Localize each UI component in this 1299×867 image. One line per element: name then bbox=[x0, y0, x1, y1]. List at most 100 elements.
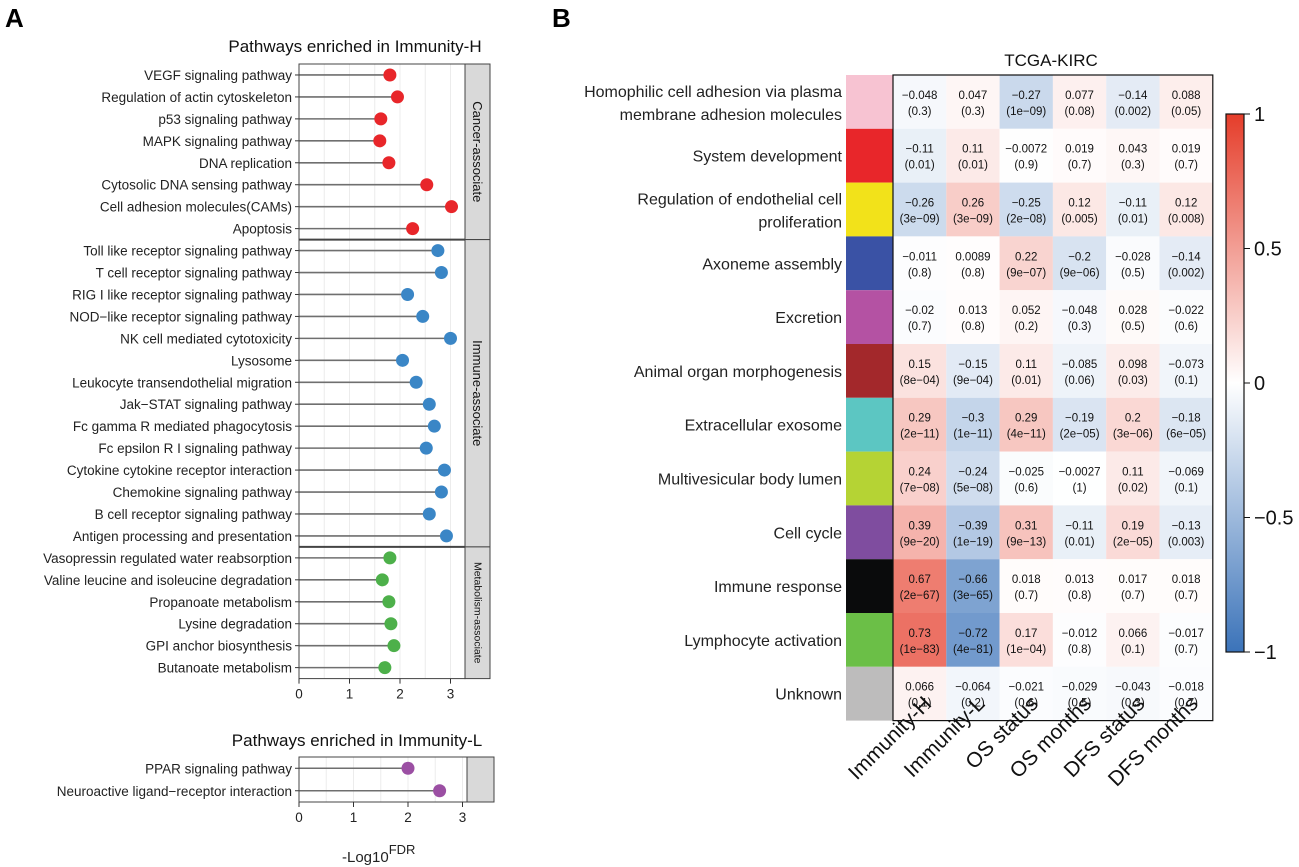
heatmap-cell bbox=[999, 236, 1053, 291]
heatmap-cell bbox=[1159, 666, 1213, 721]
cell-pvalue: (0.5) bbox=[1121, 267, 1145, 279]
lollipop-dot-vegf-signaling-pathway bbox=[383, 68, 397, 82]
cell-pvalue: (9e−04) bbox=[953, 375, 993, 387]
lollipop-dot-fc-epsilon-r-i-signaling-pathway bbox=[419, 441, 433, 455]
cell-pvalue: (0.8) bbox=[961, 321, 985, 333]
x-tick-label: 2 bbox=[396, 687, 404, 702]
row-color-swatch bbox=[846, 397, 893, 452]
heatmap-cell bbox=[1052, 451, 1107, 506]
panel-label-b: B bbox=[552, 3, 571, 33]
cell-value: −0.24 bbox=[958, 467, 988, 479]
cell-value: −0.017 bbox=[1168, 628, 1204, 640]
cell-pvalue: (0.5) bbox=[1121, 321, 1145, 333]
row-label: Extracellular exosome bbox=[685, 418, 843, 435]
cell-pvalue: (0.1) bbox=[1174, 483, 1198, 495]
facet-strip-immune-associate bbox=[464, 239, 491, 548]
cell-value: −0.02 bbox=[905, 305, 934, 317]
heatmap-cell bbox=[1159, 613, 1213, 667]
heatmap-cell bbox=[1159, 75, 1213, 129]
heatmap-cell bbox=[893, 128, 947, 183]
cell-value: 0.29 bbox=[1015, 413, 1037, 425]
legend-tick-label: −1 bbox=[1254, 642, 1277, 664]
heatmap-cell bbox=[1052, 505, 1107, 560]
heatmap-cell bbox=[946, 236, 1000, 291]
row-label: membrane adhesion molecules bbox=[620, 107, 842, 124]
lollipop-dot-propanoate-metabolism bbox=[382, 595, 396, 609]
cell-value: 0.013 bbox=[959, 305, 988, 317]
heatmap-cell bbox=[893, 344, 947, 398]
lollipop-dot-fc-gamma-r-mediated-phagocytosis bbox=[427, 419, 441, 433]
heatmap-cell bbox=[1052, 613, 1107, 667]
heatmap-cell bbox=[893, 397, 947, 452]
heatmap-cell bbox=[999, 666, 1053, 721]
heatmap-cell bbox=[1106, 666, 1160, 721]
lollipop-dot-antigen-processing-and-presentation bbox=[439, 529, 453, 543]
cell-value: −0.11 bbox=[906, 144, 934, 156]
cell-pvalue: (0.1) bbox=[1121, 644, 1145, 656]
cell-pvalue: (0.8) bbox=[1068, 644, 1092, 656]
legend-tick-label: −0.5 bbox=[1254, 508, 1293, 530]
heatmap-cell bbox=[999, 290, 1053, 344]
color-legend-bar bbox=[1225, 113, 1245, 653]
y-tick-label: VEGF signaling pathway bbox=[144, 68, 292, 83]
heatmap-cell bbox=[1106, 182, 1160, 237]
cell-value: −0.021 bbox=[1009, 682, 1045, 694]
row-label: Animal organ morphogenesis bbox=[634, 364, 842, 381]
cell-pvalue: (0.3) bbox=[961, 106, 985, 118]
cell-pvalue: (0.7) bbox=[1174, 698, 1198, 710]
cell-value: 0.12 bbox=[1068, 198, 1090, 210]
row-color-swatch bbox=[846, 290, 893, 344]
cell-pvalue: (0.01) bbox=[905, 160, 935, 172]
cell-value: 0.017 bbox=[1118, 574, 1147, 586]
y-tick-label: Neuroactive ligand−receptor interaction bbox=[57, 784, 292, 799]
y-tick-label: Regulation of actin cytoskeleton bbox=[101, 90, 292, 105]
lollipop-dot-nod-like-receptor-signaling-pathway bbox=[416, 309, 430, 323]
row-color-swatch bbox=[846, 666, 893, 721]
x-tick-label: 1 bbox=[346, 687, 354, 702]
cell-value: −0.0072 bbox=[1005, 144, 1047, 156]
cell-pvalue: (0.02) bbox=[1118, 483, 1148, 495]
cell-value: 0.22 bbox=[1015, 251, 1037, 263]
cell-value: 0.73 bbox=[908, 628, 930, 640]
lollipop-chart-immunity-h: Pathways enriched in Immunity-H Cancer-as… bbox=[43, 37, 491, 866]
cell-value: −0.064 bbox=[955, 682, 991, 694]
row-label: Regulation of endothelial cell bbox=[637, 192, 842, 209]
cell-pvalue: (0.01) bbox=[1118, 214, 1148, 226]
heatmap-cell bbox=[946, 290, 1000, 344]
heatmap-cell bbox=[1106, 397, 1160, 452]
y-tick-label: Cytosolic DNA sensing pathway bbox=[101, 178, 292, 193]
cell-value: 0.12 bbox=[1175, 198, 1197, 210]
panel-border bbox=[298, 756, 468, 803]
cell-pvalue: (0.08) bbox=[1065, 106, 1095, 118]
cell-value: −0.048 bbox=[1062, 305, 1098, 317]
lollipop-dot-regulation-of-actin-cytoskeleton bbox=[390, 90, 404, 104]
legend-tick-label: 0 bbox=[1254, 373, 1265, 395]
heatmap-cell bbox=[999, 182, 1053, 237]
cell-value: −0.011 bbox=[902, 251, 937, 263]
heatmap-cell bbox=[1159, 505, 1213, 560]
cell-value: −0.66 bbox=[958, 574, 987, 586]
legend-tick-label: 1 bbox=[1254, 104, 1265, 126]
cell-pvalue: (0.7) bbox=[1174, 590, 1198, 602]
cell-pvalue: (0.3) bbox=[1121, 160, 1145, 172]
cell-value: 0.018 bbox=[1012, 574, 1041, 586]
heatmap-cell bbox=[1052, 236, 1107, 291]
cell-value: 0.052 bbox=[1012, 305, 1041, 317]
cell-pvalue: (0.01) bbox=[958, 160, 988, 172]
cell-pvalue: (0.2) bbox=[1014, 321, 1038, 333]
y-tick-label: T cell receptor signaling pathway bbox=[96, 266, 293, 281]
cell-value: 0.19 bbox=[1122, 520, 1144, 532]
heatmap-cell bbox=[1052, 397, 1107, 452]
cell-value: 0.31 bbox=[1015, 520, 1037, 532]
cell-pvalue: (9e−06) bbox=[1060, 267, 1100, 279]
lollipop-dot-leukocyte-transendothelial-migration bbox=[409, 375, 423, 389]
heatmap-cell bbox=[893, 559, 947, 613]
heatmap-cell bbox=[1106, 559, 1160, 613]
cell-pvalue: (1e−19) bbox=[953, 536, 993, 548]
heatmap-cell bbox=[1106, 75, 1160, 129]
lollipop-dot-p53-signaling-pathway bbox=[374, 112, 388, 126]
heatmap-cell bbox=[1052, 182, 1107, 237]
cell-value: 0.29 bbox=[908, 413, 930, 425]
cell-value: 0.019 bbox=[1065, 144, 1094, 156]
facet-label-immune-associate: Immune-associate bbox=[470, 340, 485, 446]
